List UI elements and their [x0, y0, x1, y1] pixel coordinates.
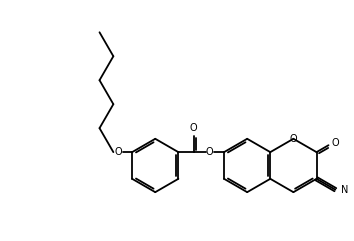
Text: O: O [205, 147, 213, 157]
Text: N: N [341, 185, 349, 195]
Text: O: O [190, 123, 198, 134]
Text: O: O [332, 138, 339, 148]
Text: O: O [290, 134, 297, 144]
Text: O: O [114, 147, 122, 157]
